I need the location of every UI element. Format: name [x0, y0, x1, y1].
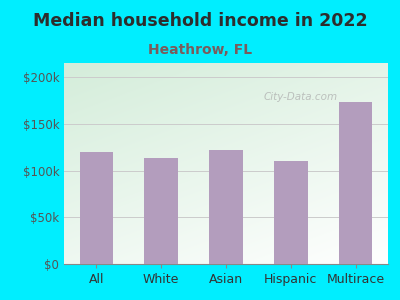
Text: Heathrow, FL: Heathrow, FL	[148, 44, 252, 58]
Bar	[339, 102, 372, 264]
Text: City-Data.com: City-Data.com	[264, 92, 338, 102]
Bar	[80, 152, 113, 264]
Text: Median household income in 2022: Median household income in 2022	[33, 12, 367, 30]
Bar	[144, 158, 178, 264]
Bar	[209, 150, 243, 264]
Bar	[274, 161, 308, 264]
